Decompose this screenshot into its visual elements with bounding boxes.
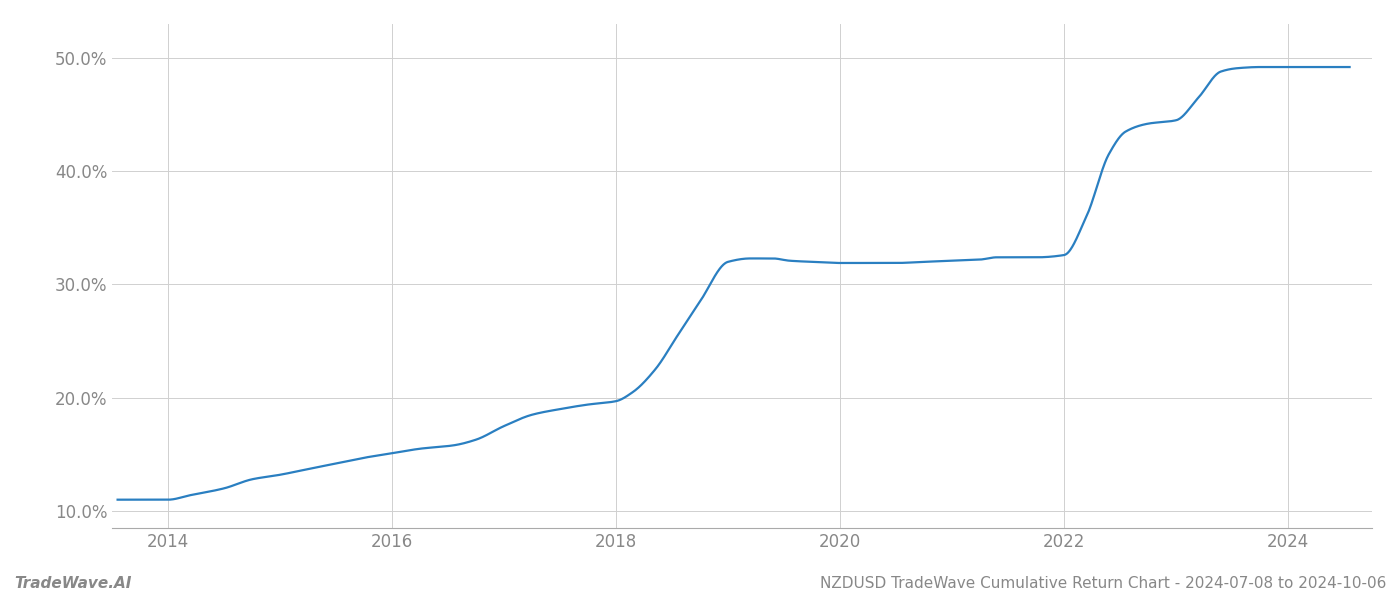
Text: TradeWave.AI: TradeWave.AI [14, 576, 132, 591]
Text: NZDUSD TradeWave Cumulative Return Chart - 2024-07-08 to 2024-10-06: NZDUSD TradeWave Cumulative Return Chart… [819, 576, 1386, 591]
